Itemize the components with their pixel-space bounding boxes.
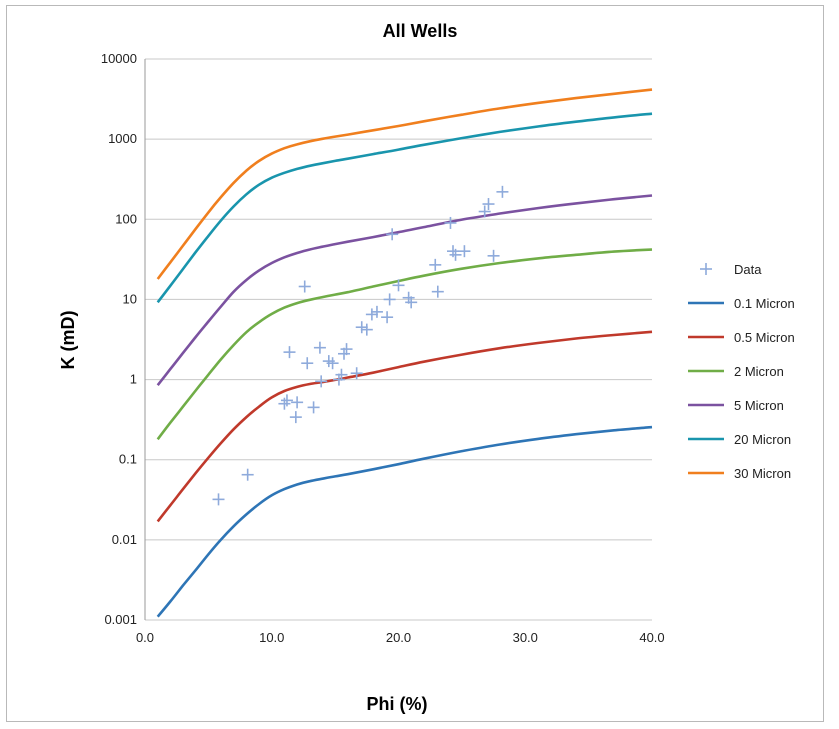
y-tick-label: 0.001	[104, 612, 137, 627]
data-point	[449, 248, 462, 261]
data-point	[340, 343, 353, 356]
data-point	[383, 293, 396, 306]
data-point	[313, 341, 326, 354]
legend: Data 0.1 Micron 0.5 Micron 2 Micron 5 Micron…	[688, 262, 795, 481]
data-point	[315, 375, 328, 388]
data-point	[487, 249, 500, 262]
y-tick-label: 1000	[108, 131, 137, 146]
data-point	[431, 285, 444, 298]
data-point	[301, 357, 314, 370]
legend-item-1: 0.1 Micron	[688, 296, 795, 311]
data-point	[335, 368, 348, 381]
y-tick-label: 10000	[101, 51, 137, 66]
series-line-1	[156, 425, 653, 618]
legend-item-3: 2 Micron	[688, 364, 784, 379]
y-tick-label: 10	[123, 291, 137, 306]
data-point	[482, 198, 495, 211]
data-point	[355, 321, 368, 334]
data-point	[392, 279, 405, 292]
x-tick-label: 30.0	[513, 630, 538, 645]
legend-label: 30 Micron	[734, 466, 791, 481]
legend-label: 2 Micron	[734, 364, 784, 379]
series-line-4	[156, 194, 653, 386]
chart-title: All Wells	[383, 21, 458, 41]
x-tick-labels: 0.0 10.0 20.0 30.0 40.0	[136, 630, 665, 645]
data-point	[212, 493, 225, 506]
data-point	[458, 245, 471, 258]
data-point	[370, 305, 383, 318]
y-tick-label: 1	[130, 372, 137, 387]
data-point	[429, 258, 442, 271]
legend-item-5: 20 Micron	[688, 432, 791, 447]
data-point	[365, 308, 378, 321]
data-point	[278, 397, 291, 410]
x-tick-label: 40.0	[639, 630, 664, 645]
data-point	[444, 216, 457, 229]
legend-item-6: 30 Micron	[688, 466, 791, 481]
data-point	[332, 373, 345, 386]
data-point	[478, 205, 491, 218]
legend-item-2: 0.5 Micron	[688, 330, 795, 345]
y-tick-labels: 0.001 0.01 0.1 1 10 100 1000 10000	[101, 51, 137, 627]
data-point	[405, 296, 418, 309]
legend-item-data: Data	[700, 262, 762, 277]
data-point	[291, 396, 304, 409]
data-point	[350, 367, 363, 380]
x-tick-label: 20.0	[386, 630, 411, 645]
series-line-5	[156, 112, 653, 304]
legend-label: 0.1 Micron	[734, 296, 795, 311]
x-tick-label: 10.0	[259, 630, 284, 645]
x-tick-label: 0.0	[136, 630, 154, 645]
x-axis-label: Phi (%)	[367, 694, 428, 714]
y-tick-label: 0.01	[112, 532, 137, 547]
data-point	[289, 411, 302, 424]
data-point	[280, 394, 293, 407]
y-tick-label: 100	[115, 211, 137, 226]
y-axis-label: K (mD)	[58, 311, 78, 370]
data-point	[386, 228, 399, 241]
data-point	[381, 311, 394, 324]
data-point	[360, 323, 373, 336]
data-point	[326, 357, 339, 370]
series-lines	[156, 88, 653, 618]
series-line-2	[156, 330, 653, 523]
legend-label: 20 Micron	[734, 432, 791, 447]
series-line-3	[156, 248, 653, 441]
y-tick-label: 0.1	[119, 452, 137, 467]
legend-item-4: 5 Micron	[688, 398, 784, 413]
data-point	[241, 468, 254, 481]
gridlines	[144, 58, 652, 621]
data-point	[307, 401, 320, 414]
data-point	[298, 280, 311, 293]
data-point	[283, 346, 296, 359]
scatter-points	[212, 185, 509, 506]
data-point	[496, 185, 509, 198]
legend-label: 0.5 Micron	[734, 330, 795, 345]
series-line-6	[156, 88, 653, 280]
legend-label: 5 Micron	[734, 398, 784, 413]
legend-label: Data	[734, 262, 762, 277]
